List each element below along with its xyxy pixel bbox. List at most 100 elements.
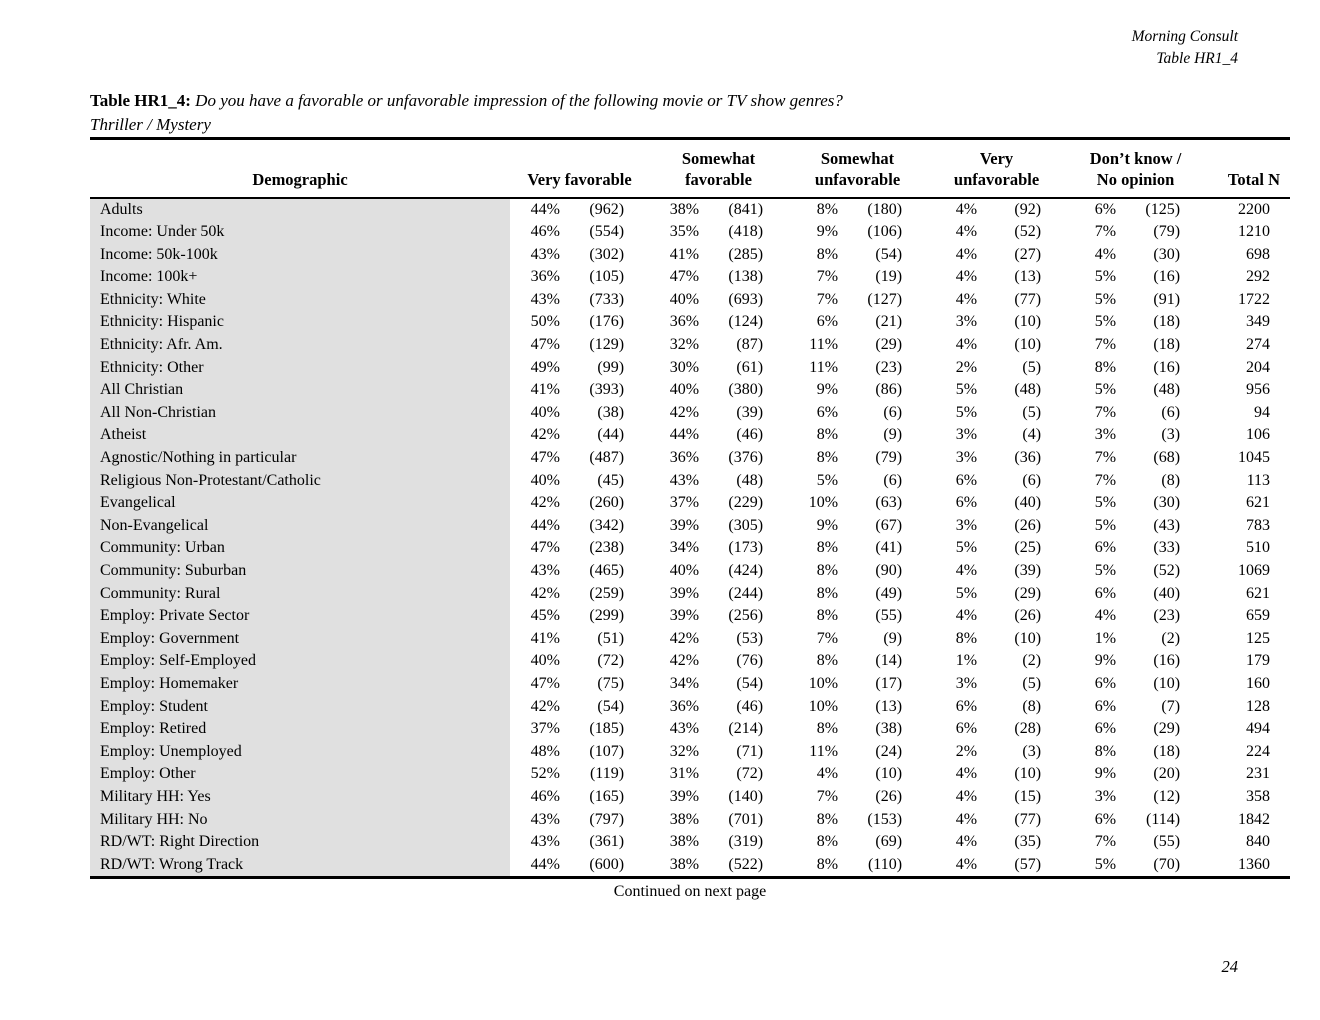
count-value: (72) xyxy=(736,765,764,783)
total-n-value: 1722 xyxy=(1238,290,1271,308)
percentage-value: 8% xyxy=(816,652,839,670)
percentage-value: 39% xyxy=(669,584,700,602)
count-value: (23) xyxy=(1153,607,1181,625)
count-value: (99) xyxy=(597,358,625,376)
count-value: (16) xyxy=(1153,358,1181,376)
table-title-label: Table HR1_4: xyxy=(90,91,191,110)
total-n-value: 659 xyxy=(1246,607,1271,625)
table-row: Military HH: No 43% (797) 38% (701) 8% (153) 4%… xyxy=(90,808,1290,832)
percentage-value: 4% xyxy=(955,268,978,286)
percentage-value: 5% xyxy=(1094,562,1117,579)
count-value: (52) xyxy=(1153,562,1181,579)
count-value: (5) xyxy=(1022,358,1042,376)
count-value: (40) xyxy=(1014,494,1042,512)
total-n-value: 1069 xyxy=(1238,562,1271,579)
percentage-value: 4% xyxy=(955,290,978,308)
percentage-value: 7% xyxy=(1094,833,1117,851)
total-n-value: 783 xyxy=(1246,516,1271,534)
demographic-label: Employ: Homemaker xyxy=(90,672,510,696)
count-value: (7) xyxy=(1161,697,1181,715)
count-value: (51) xyxy=(597,629,625,647)
table-title-line: Table HR1_4: Do you have a favorable or … xyxy=(90,89,1290,113)
count-value: (2) xyxy=(1161,629,1181,647)
count-value: (18) xyxy=(1153,313,1181,331)
total-n-value: 1842 xyxy=(1238,810,1271,828)
count-value: (92) xyxy=(1014,200,1042,218)
count-value: (238) xyxy=(589,539,625,557)
document-corner-header: Morning Consult Table HR1_4 xyxy=(1132,26,1238,70)
count-value: (554) xyxy=(589,223,625,241)
count-value: (76) xyxy=(736,652,764,670)
count-value: (244) xyxy=(728,584,764,602)
percentage-value: 46% xyxy=(530,787,560,805)
percentage-value: 7% xyxy=(816,787,839,805)
count-value: (962) xyxy=(589,200,625,218)
count-value: (229) xyxy=(728,494,764,512)
count-value: (27) xyxy=(1014,245,1042,263)
demographic-label: Ethnicity: White xyxy=(90,288,510,312)
percentage-value: 6% xyxy=(1094,674,1117,692)
total-n-value: 494 xyxy=(1246,720,1271,738)
count-value: (119) xyxy=(589,765,625,783)
count-value: (6) xyxy=(883,403,903,421)
demographic-label: Evangelical xyxy=(90,492,510,515)
count-value: (140) xyxy=(728,787,764,805)
count-value: (30) xyxy=(1153,245,1181,263)
table-row: Community: Urban 47% (238) 34% (173) 8% (41) 5%… xyxy=(90,537,1290,560)
percentage-value: 47% xyxy=(530,674,560,692)
count-value: (6) xyxy=(1161,403,1181,421)
percentage-value: 47% xyxy=(530,336,560,354)
count-value: (52) xyxy=(1014,223,1042,241)
count-value: (45) xyxy=(597,471,625,489)
percentage-value: 42% xyxy=(530,494,560,512)
count-value: (25) xyxy=(1014,539,1042,557)
percentage-value: 6% xyxy=(1094,539,1117,557)
count-value: (107) xyxy=(589,742,625,760)
count-value: (41) xyxy=(875,539,903,557)
count-value: (57) xyxy=(1014,855,1042,873)
percentage-value: 8% xyxy=(816,539,839,557)
count-value: (20) xyxy=(1153,765,1181,783)
corner-brand: Morning Consult xyxy=(1131,28,1238,45)
percentage-value: 2% xyxy=(955,742,978,760)
percentage-value: 40% xyxy=(530,471,560,489)
count-value: (19) xyxy=(875,268,903,286)
total-n-value: 94 xyxy=(1254,403,1271,421)
table-row: Employ: Homemaker 47% (75) 34% (54) 10% (17) 3%… xyxy=(90,672,1290,696)
count-value: (342) xyxy=(589,516,625,534)
percentage-value: 8% xyxy=(816,607,839,625)
percentage-value: 42% xyxy=(669,629,700,647)
percentage-value: 32% xyxy=(669,742,700,760)
count-value: (5) xyxy=(1022,674,1042,692)
percentage-value: 43% xyxy=(530,562,560,579)
column-header-somewhat-unfavorable: Somewhat unfavorable xyxy=(788,138,928,199)
count-value: (26) xyxy=(875,787,903,805)
percentage-value: 6% xyxy=(955,494,978,512)
percentage-value: 44% xyxy=(530,855,560,873)
table-row: Atheist 42% (44) 44% (46) 8% (9) 3% (4) 3% (3) 106 xyxy=(90,424,1290,448)
percentage-value: 10% xyxy=(808,697,839,715)
demographic-label: RD/WT: Right Direction xyxy=(90,831,510,854)
demographic-label: Atheist xyxy=(90,424,510,448)
percentage-value: 5% xyxy=(1094,516,1117,534)
percentage-value: 5% xyxy=(955,539,978,557)
count-value: (77) xyxy=(1014,290,1042,308)
percentage-value: 43% xyxy=(530,245,560,263)
table-row: Employ: Student 42% (54) 36% (46) 10% (13) 6% (8… xyxy=(90,695,1290,719)
count-value: (48) xyxy=(1014,381,1042,399)
demographic-label: Employ: Government xyxy=(90,627,510,651)
percentage-value: 7% xyxy=(1094,223,1117,241)
percentage-value: 8% xyxy=(1094,358,1117,376)
total-n-value: 2200 xyxy=(1238,200,1271,218)
percentage-value: 4% xyxy=(955,810,978,828)
total-n-value: 179 xyxy=(1246,652,1271,670)
percentage-value: 40% xyxy=(530,652,560,670)
percentage-value: 6% xyxy=(816,313,839,331)
count-value: (54) xyxy=(597,697,625,715)
percentage-value: 8% xyxy=(816,449,839,467)
count-value: (10) xyxy=(1014,313,1042,331)
percentage-value: 5% xyxy=(1094,381,1117,399)
count-value: (91) xyxy=(1153,290,1181,308)
demographic-label: Non-Evangelical xyxy=(90,514,510,538)
total-n-value: 160 xyxy=(1246,674,1271,692)
